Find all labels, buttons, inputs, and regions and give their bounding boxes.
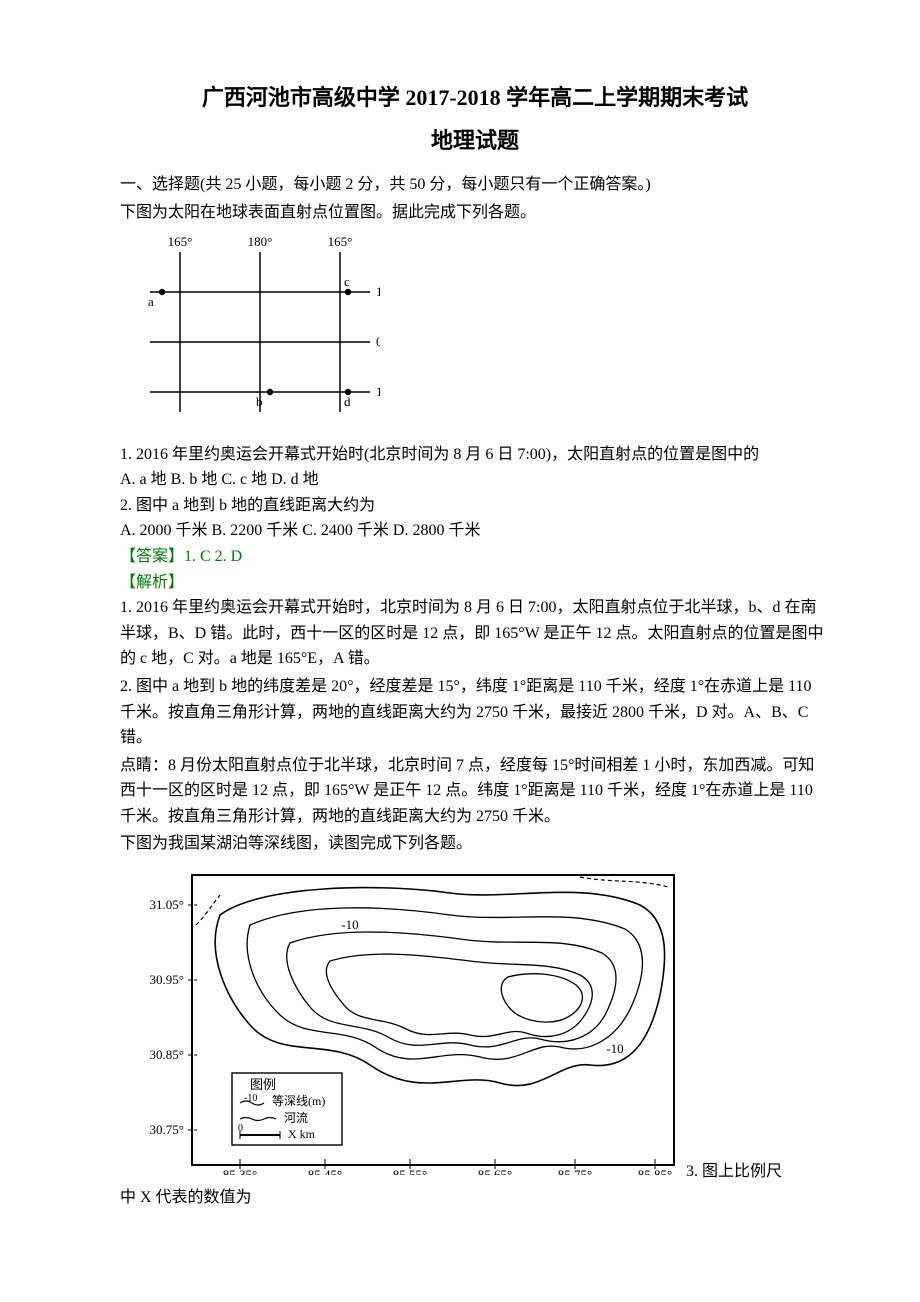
svg-text:165°: 165°: [328, 234, 353, 249]
svg-text:31.05°: 31.05°: [150, 897, 184, 912]
svg-text:河流: 河流: [284, 1111, 308, 1125]
svg-text:X km: X km: [288, 1127, 316, 1141]
svg-text:-10: -10: [244, 1093, 257, 1104]
svg-text:180°: 180°: [248, 234, 273, 249]
question-3-continue: 中 X 代表的数值为: [120, 1185, 830, 1211]
svg-text:30.85°: 30.85°: [150, 1047, 184, 1062]
svg-text:30.95°: 30.95°: [150, 972, 184, 987]
svg-text:a: a: [148, 294, 154, 309]
explanation-header: 【解析】: [120, 570, 830, 596]
svg-text:10°: 10°: [376, 384, 380, 399]
question-2-options: A. 2000 千米 B. 2200 千米 C. 2400 千米 D. 2800…: [120, 518, 830, 544]
explanation-2: 2. 图中 a 地到 b 地的纬度差是 20°，经度差是 15°，纬度 1°距离…: [120, 674, 830, 751]
page-subtitle: 地理试题: [120, 123, 830, 158]
svg-text:165°: 165°: [168, 234, 193, 249]
svg-text:c: c: [344, 274, 350, 289]
figure2-intro: 下图为我国某湖泊等深线图，读图完成下列各题。: [120, 831, 830, 857]
figure2: 31.05°30.95°30.85°30.75°85.35°85.45°85.5…: [120, 865, 680, 1175]
svg-text:b: b: [256, 394, 263, 409]
question-3-trailing: 3. 图上比例尺: [686, 1159, 782, 1185]
svg-text:0: 0: [238, 1123, 243, 1134]
answer-1-2: 【答案】1. C 2. D: [120, 544, 830, 570]
figure1: 165° 180° 165° 10° 0° 10° a b c d: [120, 232, 830, 432]
svg-text:等深线(m): 等深线(m): [272, 1094, 325, 1108]
question-1-text: 1. 2016 年里约奥运会开幕式开始时(北京时间为 8 月 6 日 7:00)…: [120, 442, 830, 468]
svg-text:-10: -10: [606, 1041, 623, 1056]
svg-text:-10: -10: [341, 917, 358, 932]
svg-text:30.75°: 30.75°: [150, 1122, 184, 1137]
dianjing: 点睛：8 月份太阳直射点位于北半球，北京时间 7 点，经度每 15°时间相差 1…: [120, 753, 830, 830]
page-title: 广西河池市高级中学 2017-2018 学年高二上学期期末考试: [120, 80, 830, 115]
svg-text:图例: 图例: [250, 1077, 276, 1092]
section-instruction: 一、选择题(共 25 小题，每小题 2 分，共 50 分，每小题只有一个正确答案…: [120, 172, 830, 198]
svg-text:0°: 0°: [376, 334, 380, 349]
svg-text:10°: 10°: [376, 284, 380, 299]
svg-text:d: d: [344, 394, 351, 409]
figure1-intro: 下图为太阳在地球表面直射点位置图。据此完成下列各题。: [120, 200, 830, 226]
question-2-text: 2. 图中 a 地到 b 地的直线距离大约为: [120, 493, 830, 519]
explanation-1: 1. 2016 年里约奥运会开幕式开始时，北京时间为 8 月 6 日 7:00，…: [120, 595, 830, 672]
question-1-options: A. a 地 B. b 地 C. c 地 D. d 地: [120, 467, 830, 493]
